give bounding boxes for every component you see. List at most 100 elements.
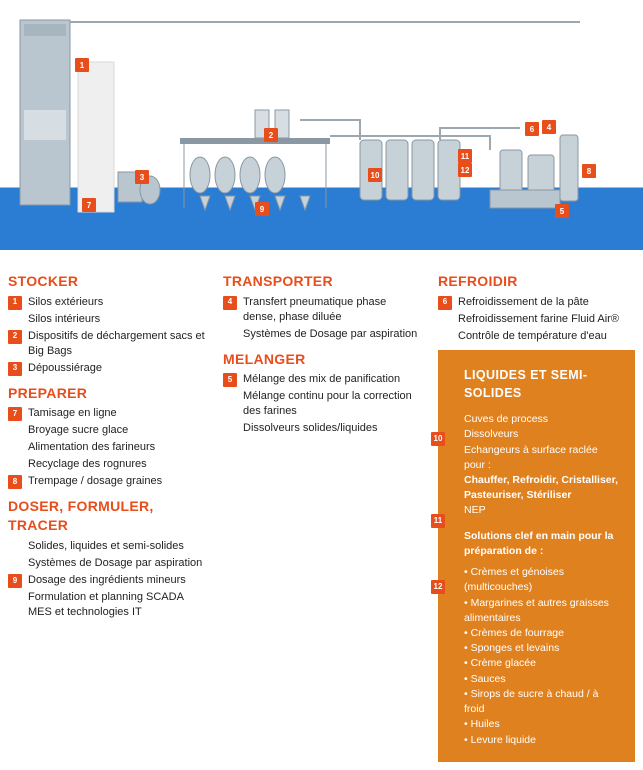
legend-row: Systèmes de Dosage par aspiration [223, 327, 420, 342]
legend-row: Alimentation des farineurs [8, 440, 205, 455]
liquids-line: Dissolveurs [464, 427, 621, 442]
diagram-marker-10: 10 [368, 168, 382, 182]
legend-text: Transfert pneumatique phase dense, phase… [243, 295, 420, 325]
legend-text: Recyclage des rognures [28, 457, 205, 472]
liquids-bullet: • Crèmes de fourrage [464, 626, 621, 641]
legend-number [223, 422, 237, 436]
diagram-marker-11: 11 [458, 149, 472, 163]
legend-text: Alimentation des farineurs [28, 440, 205, 455]
legend-row: Systèmes de Dosage par aspiration [8, 556, 205, 571]
section-title: REFROIDIR [438, 272, 635, 291]
legend-number [8, 313, 22, 327]
liquids-title: LIQUIDES ET SEMI-SOLIDES [464, 366, 621, 402]
liquids-side-marker-11: 11 [431, 514, 445, 528]
legend-number [438, 313, 452, 327]
diagram-marker-6: 6 [525, 122, 539, 136]
diagram-marker-3: 3 [135, 170, 149, 184]
legend-columns: STOCKER 1 Silos extérieurs Silos intérieurs… [0, 250, 643, 770]
legend-number: 2 [8, 330, 22, 344]
legend-number [223, 328, 237, 342]
liquids-line: Chauffer, Refroidir, Cristalliser, Paste… [464, 473, 621, 503]
section-title: STOCKER [8, 272, 205, 291]
legend-row: Mélange continu pour la correction des f… [223, 389, 420, 419]
diagram-marker-1: 1 [75, 58, 89, 72]
legend-row: Formulation et planning SCADA MES et tec… [8, 590, 205, 620]
legend-row: 8 Trempage / dosage graines [8, 474, 205, 489]
liquids-bullet: • Huiles [464, 717, 621, 732]
legend-row: 2Dispositifs de déchargement sacs et Big… [8, 329, 205, 359]
legend-text: Silos intérieurs [28, 312, 205, 327]
legend-number: 4 [223, 296, 237, 310]
legend-text: Silos extérieurs [28, 295, 205, 310]
legend-row: Contrôle de température d'eau [438, 329, 635, 344]
legend-text: Formulation et planning SCADA MES et tec… [28, 590, 205, 620]
liquids-bullet: • Margarines et autres graisses alimenta… [464, 596, 621, 626]
liquids-bullet: • Crèmes et génoises (multicouches) [464, 565, 621, 595]
column-right: REFROIDIR 6 Refroidissement de la pâte Refr… [438, 264, 635, 762]
legend-number: 5 [223, 373, 237, 387]
legend-number [8, 458, 22, 472]
liquids-bullet: • Sirops de sucre à chaud / à froid [464, 687, 621, 717]
legend-text: Dosage des ingrédients mineurs [28, 573, 205, 588]
legend-row: Dissolveurs solides/liquides [223, 421, 420, 436]
legend-text: Systèmes de Dosage par aspiration [28, 556, 205, 571]
legend-text: Mélange des mix de panification [243, 372, 420, 387]
legend-number [223, 390, 237, 404]
legend-row: Refroidissement farine Fluid Air® [438, 312, 635, 327]
legend-row: Silos intérieurs [8, 312, 205, 327]
legend-text: Contrôle de température d'eau [458, 329, 635, 344]
legend-number [8, 424, 22, 438]
legend-number: 1 [8, 296, 22, 310]
diagram-marker-2: 2 [264, 128, 278, 142]
legend-row: Recyclage des rognures [8, 457, 205, 472]
liquids-line: NEP [464, 503, 621, 518]
liquids-bullet: • Sponges et levains [464, 641, 621, 656]
legend-number [8, 557, 22, 571]
legend-number [8, 441, 22, 455]
legend-number: 9 [8, 574, 22, 588]
legend-row: 4 Transfert pneumatique phase dense, phas… [223, 295, 420, 325]
column-middle: TRANSPORTER 4 Transfert pneumatique phase … [223, 264, 420, 762]
legend-row: Broyage sucre glace [8, 423, 205, 438]
legend-text: Dépoussiérage [28, 361, 205, 376]
diagram-marker-9: 9 [255, 202, 269, 216]
legend-text: Tamisage en ligne [28, 406, 205, 421]
legend-row: 5 Mélange des mix de panification [223, 372, 420, 387]
legend-text: Mélange continu pour la correction des f… [243, 389, 420, 419]
legend-row: 9 Dosage des ingrédients mineurs [8, 573, 205, 588]
legend-number [438, 330, 452, 344]
diagram-marker-4: 4 [542, 120, 556, 134]
column-left: STOCKER 1 Silos extérieurs Silos intérieurs… [8, 264, 205, 762]
legend-text: Refroidissement de la pâte [458, 295, 635, 310]
legend-row: 7Tamisage en ligne [8, 406, 205, 421]
liquids-bullet: • Levure liquide [464, 733, 621, 748]
legend-row: 1 Silos extérieurs [8, 295, 205, 310]
diagram-marker-5: 5 [555, 204, 569, 218]
liquids-side-marker-10: 10 [431, 432, 445, 446]
legend-text: Refroidissement farine Fluid Air® [458, 312, 635, 327]
liquids-panel: LIQUIDES ET SEMI-SOLIDES Cuves de process… [438, 350, 635, 762]
legend-number [8, 540, 22, 554]
legend-number: 3 [8, 362, 22, 376]
process-diagram: 123456789101112 [0, 0, 643, 250]
diagram-marker-7: 7 [82, 198, 96, 212]
legend-text: Systèmes de Dosage par aspiration [243, 327, 420, 342]
liquids-line: Echangeurs à surface raclée pour : [464, 443, 621, 473]
diagram-marker-12: 12 [458, 163, 472, 177]
legend-number [8, 591, 22, 605]
section-title: MELANGER [223, 350, 420, 369]
section-title: PREPARER [8, 384, 205, 403]
legend-row: 6 Refroidissement de la pâte [438, 295, 635, 310]
legend-text: Trempage / dosage graines [28, 474, 205, 489]
legend-number: 8 [8, 475, 22, 489]
liquids-subtitle: Solutions clef en main pour la préparati… [464, 529, 621, 559]
legend-text: Broyage sucre glace [28, 423, 205, 438]
liquids-line: Cuves de process [464, 412, 621, 427]
section-title: TRANSPORTER [223, 272, 420, 291]
legend-text: Dissolveurs solides/liquides [243, 421, 420, 436]
legend-row: Solides, liquides et semi-solides [8, 539, 205, 554]
legend-number: 6 [438, 296, 452, 310]
liquids-bullet: • Sauces [464, 672, 621, 687]
liquids-side-marker-12: 12 [431, 580, 445, 594]
liquids-bullet: • Crème glacée [464, 656, 621, 671]
